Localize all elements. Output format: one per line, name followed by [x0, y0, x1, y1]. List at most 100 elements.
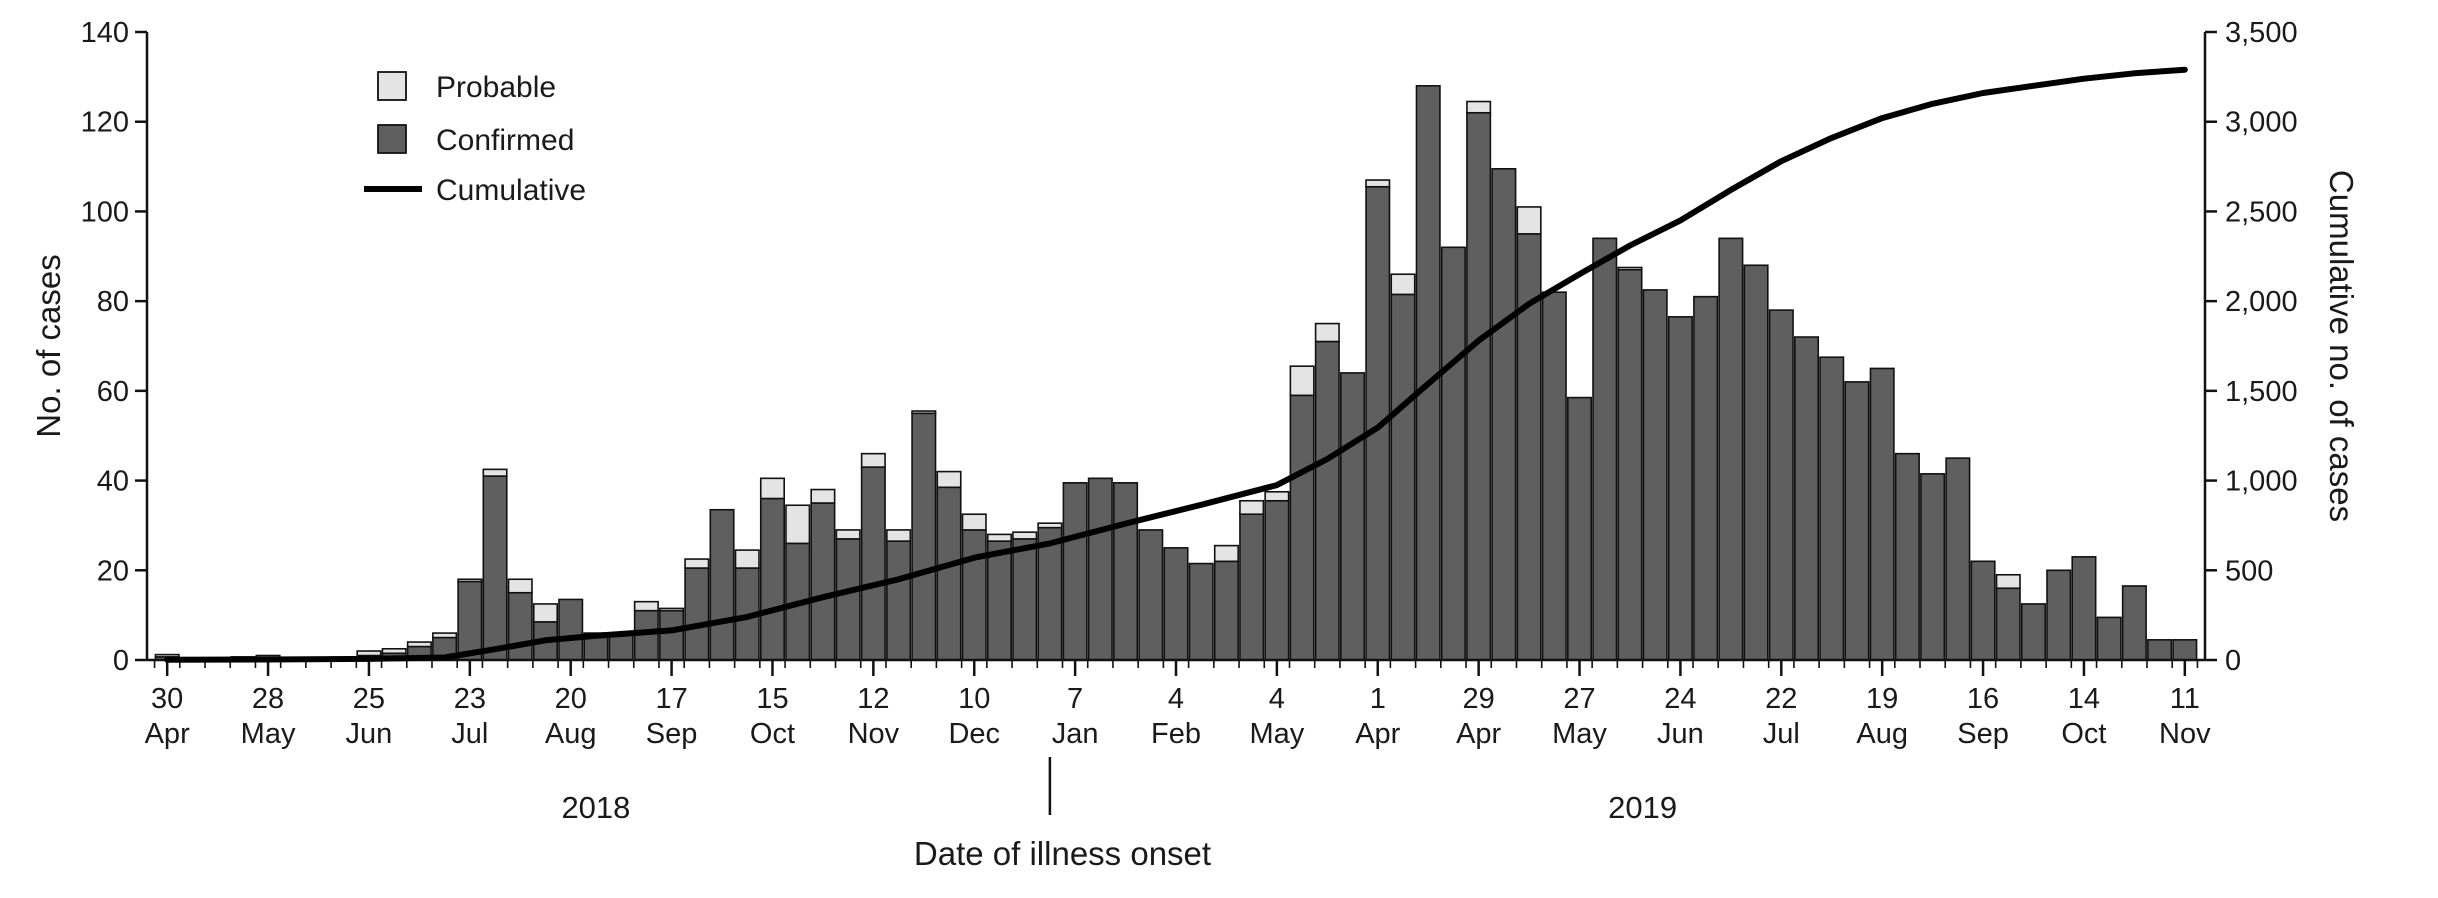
bar-confirmed	[1945, 457, 1971, 661]
x-tick-day-label: 29	[1463, 683, 1495, 715]
bar-probable	[532, 603, 559, 623]
bar-confirmed	[507, 591, 533, 661]
bar-confirmed	[1163, 547, 1189, 661]
year-label: 2018	[561, 790, 630, 825]
x-tick-month-label: Nov	[848, 718, 900, 750]
year-label: 2019	[1608, 790, 1677, 825]
x-tick-day-label: 10	[958, 683, 990, 715]
left-y-tick-label: 100	[81, 196, 129, 228]
legend-label-confirmed: Confirmed	[436, 124, 574, 157]
x-tick-month-label: Apr	[145, 718, 190, 750]
bar-probable	[1466, 100, 1492, 114]
x-tick-month-label: Aug	[545, 718, 597, 750]
bar-confirmed	[2071, 556, 2097, 661]
bar-confirmed	[1844, 381, 1870, 661]
bar-confirmed	[1491, 168, 1517, 661]
right-y-tick-label: 2,500	[2225, 196, 2298, 228]
bar-probable	[1037, 522, 1063, 529]
x-tick-month-label: Oct	[2061, 718, 2106, 750]
bar-confirmed	[1768, 309, 1794, 661]
bar-probable	[154, 653, 180, 658]
x-tick-day-label: 12	[857, 683, 889, 715]
bar-confirmed	[911, 412, 937, 661]
bar-probable	[961, 513, 987, 531]
bar-confirmed	[1793, 336, 1820, 661]
cumulative-line-layer	[164, 66, 2188, 663]
bar-confirmed	[1819, 356, 1845, 661]
x-tick-month-label: Aug	[1856, 718, 1908, 750]
x-tick-month-label: Sep	[1957, 718, 2009, 750]
bar-confirmed	[1440, 246, 1466, 661]
bar-confirmed	[1213, 560, 1239, 661]
x-tick-day-label: 25	[353, 683, 385, 715]
bar-confirmed	[482, 475, 508, 661]
bar-confirmed	[457, 580, 483, 661]
x-tick-month-label: Apr	[1456, 718, 1501, 750]
x-axis-title: Date of illness onset	[914, 835, 1211, 872]
bar-confirmed	[1718, 237, 1744, 661]
left-y-tick-label: 40	[97, 466, 129, 498]
bar-probable	[507, 578, 533, 594]
left-y-tick-label: 140	[81, 17, 129, 49]
x-tick-month-label: Nov	[2159, 718, 2211, 750]
left-y-axis-title: No. of cases	[30, 254, 67, 437]
left-y-tick-label: 20	[97, 555, 129, 587]
x-tick-month-label: Apr	[1355, 718, 1400, 750]
x-tick-day-label: 4	[1269, 683, 1285, 715]
legend: Probable Confirmed Cumulative	[364, 71, 586, 207]
bar-probable	[659, 607, 685, 612]
x-tick-day-label: 11	[2170, 683, 2200, 715]
bar-confirmed	[1390, 293, 1416, 661]
legend-label-cumulative: Cumulative	[436, 174, 586, 207]
bar-probable	[986, 533, 1012, 542]
bar-probable	[1012, 531, 1038, 540]
bar-confirmed	[1239, 513, 1265, 661]
bar-confirmed	[2121, 585, 2147, 661]
legend-label-probable: Probable	[436, 71, 556, 104]
bar-confirmed	[1289, 394, 1315, 661]
bar-confirmed	[1138, 529, 1164, 661]
bar-confirmed	[986, 540, 1012, 661]
bar-probable	[1264, 490, 1290, 502]
bar-probable	[1516, 206, 1542, 235]
bar-probable	[684, 558, 710, 569]
bar-confirmed	[1995, 587, 2021, 661]
bar-probable	[633, 600, 659, 612]
bar-confirmed	[1894, 452, 1920, 661]
x-tick-month-label: Dec	[948, 718, 1000, 750]
bar-probable	[936, 470, 962, 489]
left-y-tick-label: 80	[97, 286, 129, 318]
x-tick-month-label: Jun	[1657, 718, 1704, 750]
bar-probable	[1617, 266, 1643, 271]
bar-confirmed	[1592, 237, 1618, 661]
bars-layer	[154, 85, 2198, 661]
bar-probable	[1213, 544, 1239, 563]
bar-confirmed	[810, 502, 836, 661]
bar-probable	[835, 529, 861, 540]
bar-probable	[734, 549, 760, 569]
x-tick-day-label: 23	[454, 683, 486, 715]
bar-confirmed	[886, 540, 912, 661]
bar-confirmed	[1314, 340, 1340, 661]
right-y-tick-label: 500	[2225, 555, 2273, 587]
bar-probable	[457, 578, 483, 583]
bar-confirmed	[1617, 268, 1643, 661]
x-tick-day-label: 1	[1370, 683, 1386, 715]
bar-confirmed	[709, 508, 735, 661]
bar-confirmed	[936, 486, 962, 661]
bar-confirmed	[759, 497, 785, 661]
bar-confirmed	[860, 466, 886, 661]
x-tick-month-label: May	[1249, 718, 1304, 750]
bar-confirmed	[1920, 473, 1946, 661]
bar-probable	[886, 529, 912, 542]
bar-confirmed	[1264, 499, 1290, 661]
bar-confirmed	[1667, 316, 1693, 661]
bar-probable	[482, 468, 508, 477]
left-y-tick-label: 0	[113, 645, 129, 677]
left-y-tick-label: 60	[97, 376, 129, 408]
bar-confirmed	[961, 529, 987, 661]
x-tick-month-label: Jan	[1052, 718, 1099, 750]
x-tick-day-label: 24	[1664, 683, 1696, 715]
x-tick-month-label: Sep	[646, 718, 698, 750]
